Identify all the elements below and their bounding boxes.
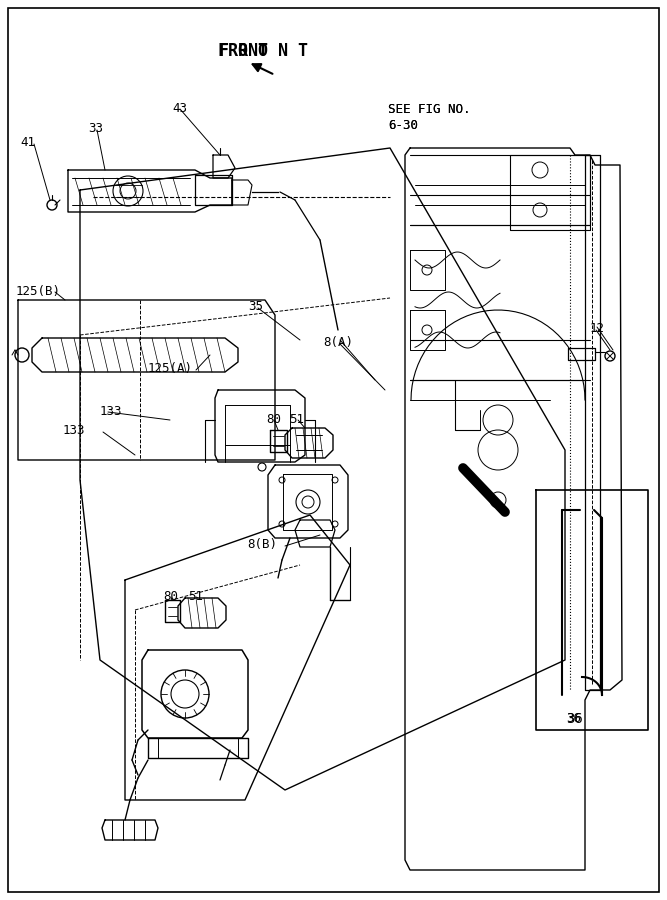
Text: 51: 51 — [289, 413, 304, 426]
Text: SEE FIG NO.: SEE FIG NO. — [388, 103, 470, 116]
Text: 43: 43 — [172, 102, 187, 115]
Text: F R O N T: F R O N T — [218, 42, 308, 60]
Text: 133: 133 — [100, 405, 123, 418]
Text: 12: 12 — [590, 322, 605, 335]
Text: 6-30: 6-30 — [388, 119, 418, 132]
Text: 6-30: 6-30 — [388, 119, 418, 132]
Text: 80: 80 — [163, 590, 178, 603]
Text: 125(B): 125(B) — [16, 285, 61, 298]
Text: 133: 133 — [63, 424, 85, 437]
Text: 36: 36 — [566, 712, 581, 725]
Text: 35: 35 — [248, 300, 263, 313]
Text: 36: 36 — [566, 712, 583, 726]
Text: SEE FIG NO.: SEE FIG NO. — [388, 103, 470, 116]
Text: 33: 33 — [88, 122, 103, 135]
Text: 125(A): 125(A) — [148, 362, 193, 375]
Text: 80: 80 — [266, 413, 281, 426]
Text: FRONT: FRONT — [218, 42, 268, 60]
Text: 8(B): 8(B) — [247, 538, 277, 551]
Text: 8(A): 8(A) — [323, 336, 353, 349]
Text: 51: 51 — [188, 590, 203, 603]
Text: 41: 41 — [20, 136, 35, 149]
